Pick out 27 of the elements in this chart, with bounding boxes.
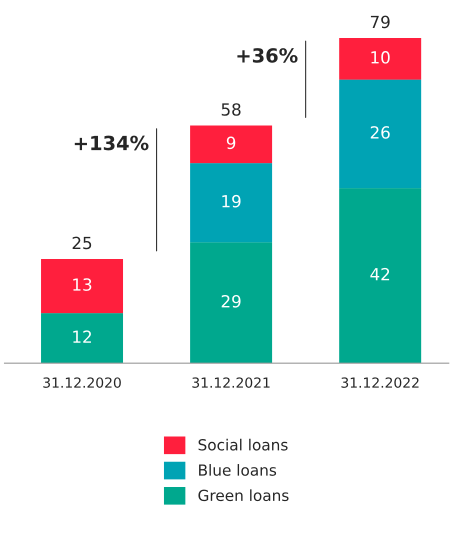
data-label: 19 [222, 194, 241, 208]
data-label: 12 [73, 330, 91, 343]
x-tick-label: 31.12.2021 [192, 377, 270, 388]
data-label: 9 [226, 136, 236, 150]
total-label: 25 [72, 236, 92, 250]
legend-label: Social loans [198, 438, 288, 451]
annotation: +134% [74, 136, 148, 150]
data-label: 13 [73, 278, 92, 291]
legend-label: Blue loans [199, 464, 276, 476]
bar [339, 38, 422, 80]
data-label: 10 [371, 51, 390, 64]
annotation: +36% [237, 48, 298, 63]
x-tick-label: 31.12.2020 [43, 377, 121, 388]
bar [41, 258, 124, 314]
data-label: 26 [370, 126, 390, 139]
bar [41, 313, 124, 364]
data-label: 29 [222, 294, 241, 308]
x-tick-label: 31.12.2022 [341, 377, 419, 388]
bar [190, 242, 272, 364]
bar [190, 163, 272, 242]
total-label: 58 [222, 103, 241, 116]
legend-label: Green loans [198, 489, 289, 502]
bar [339, 80, 422, 188]
bar [339, 188, 422, 364]
data-label: 42 [370, 268, 390, 280]
bar [190, 126, 272, 164]
total-label: 79 [370, 16, 390, 28]
